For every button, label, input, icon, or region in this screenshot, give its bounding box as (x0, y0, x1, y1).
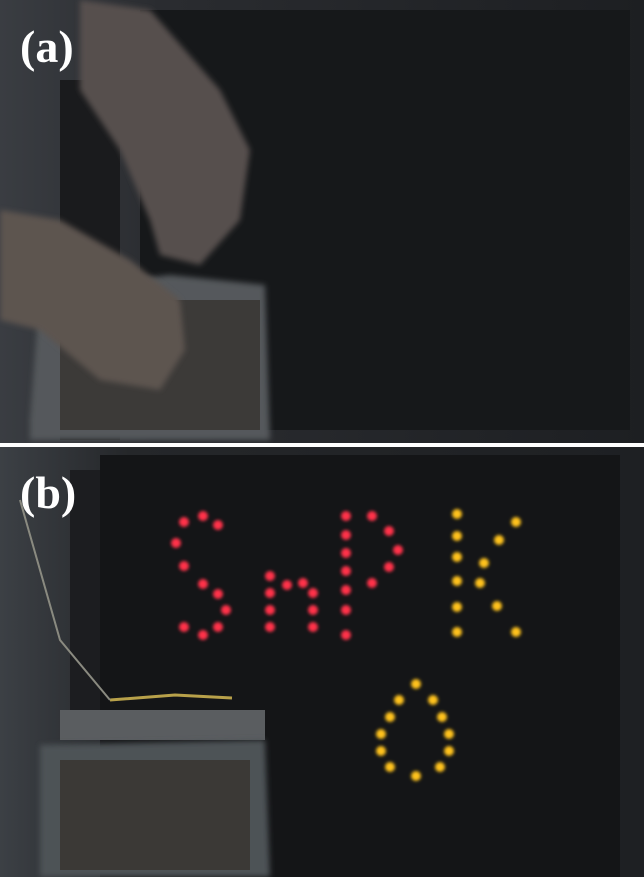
page: (a) (b) (() => { const data = JSON.parse… (0, 0, 644, 877)
panel-b: (b) (0, 447, 644, 877)
panel-a: (a) (0, 0, 644, 443)
device-window (60, 760, 250, 870)
panel-label: (b) (20, 467, 76, 518)
panel-label: (a) (20, 21, 74, 72)
figure: (a) (b) (0, 0, 644, 877)
divider (0, 443, 644, 447)
device-top (60, 710, 265, 740)
